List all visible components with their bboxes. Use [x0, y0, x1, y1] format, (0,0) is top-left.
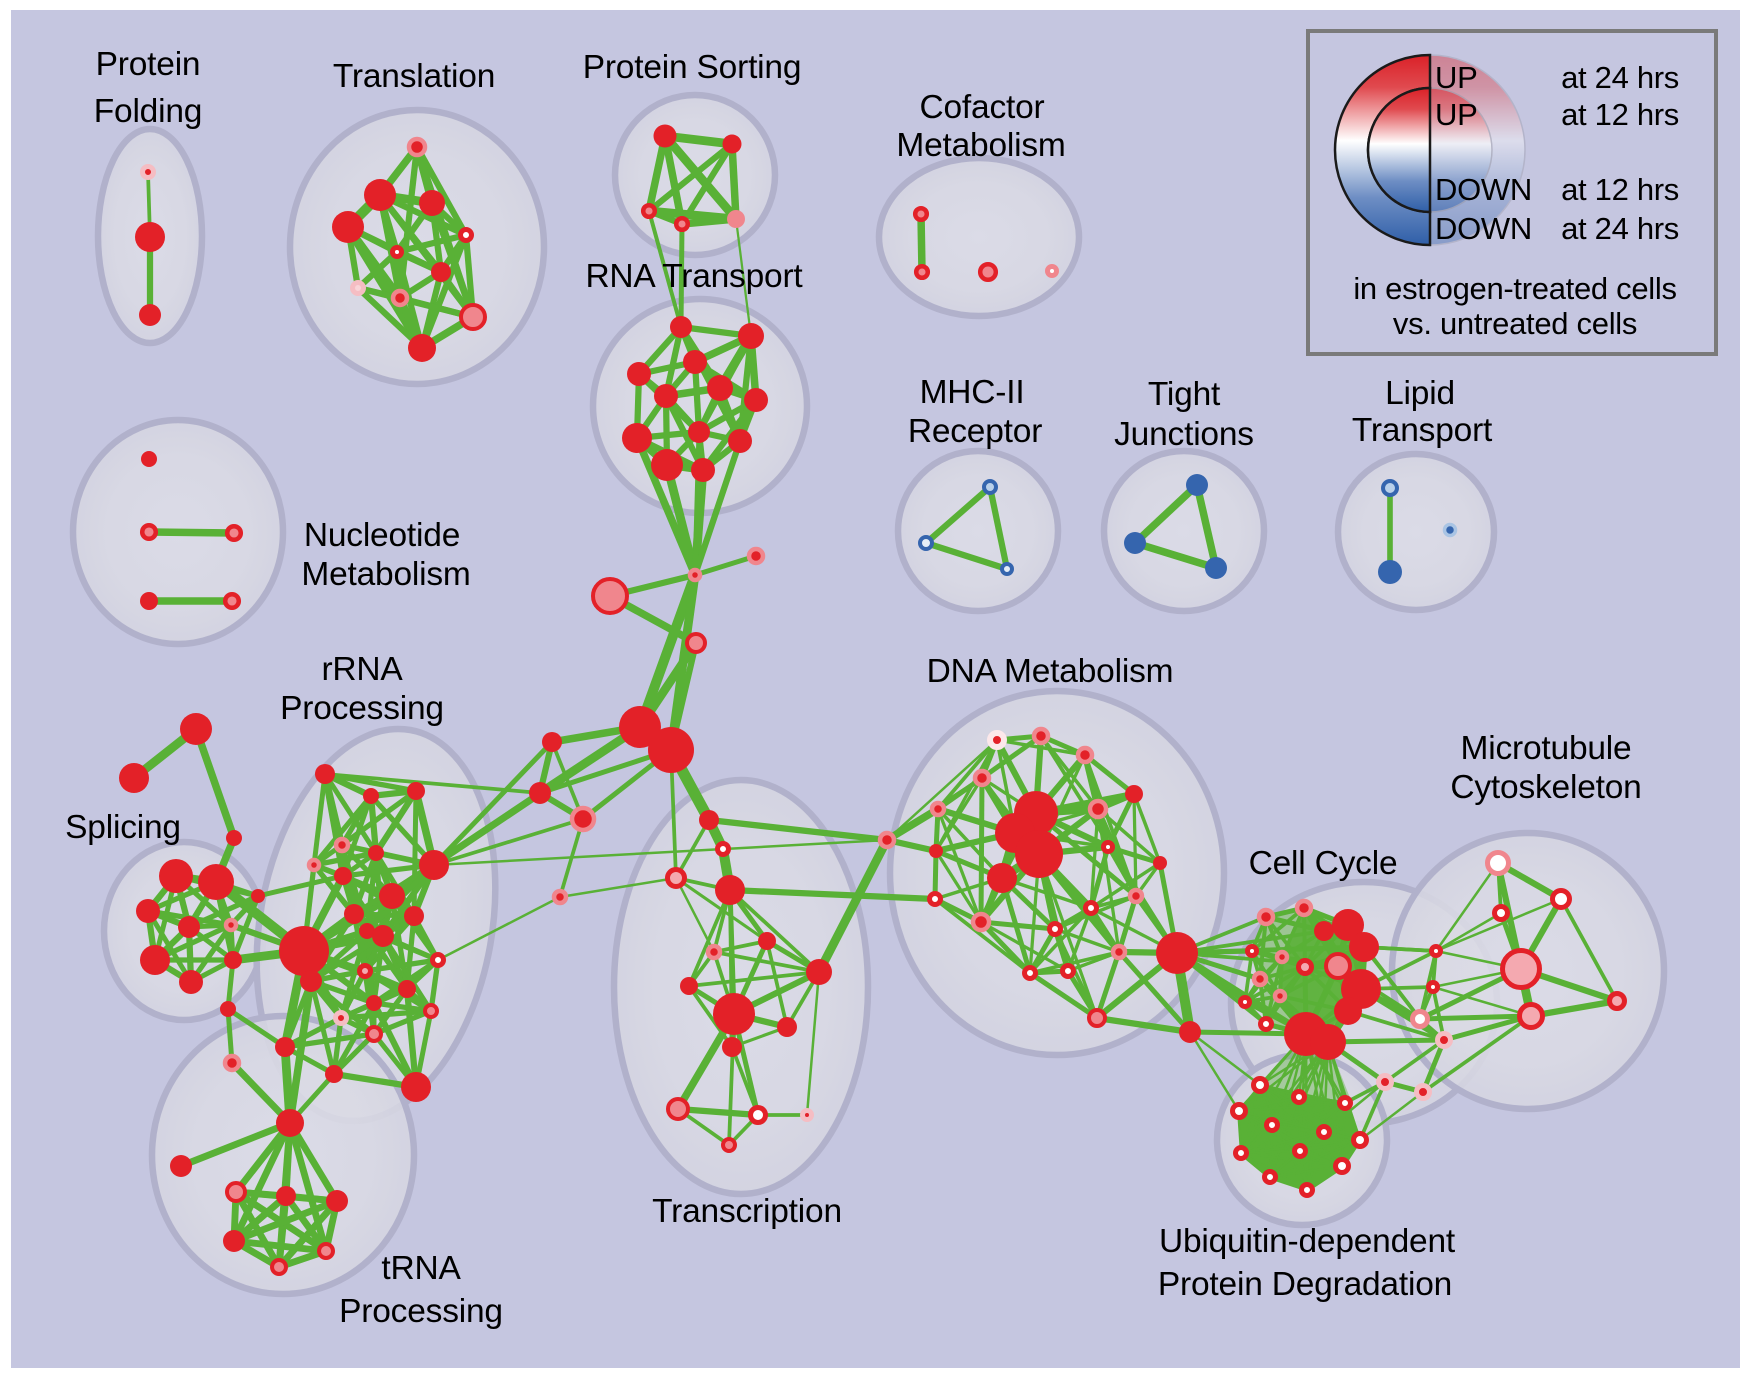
svg-text:rRNA: rRNA — [321, 651, 403, 688]
svg-text:RNA Transport: RNA Transport — [585, 258, 803, 295]
svg-text:in estrogen-treated cells: in estrogen-treated cells — [1353, 271, 1676, 306]
svg-text:UP: UP — [1435, 60, 1477, 95]
svg-text:Transport: Transport — [1352, 412, 1493, 449]
svg-text:Cell Cycle: Cell Cycle — [1249, 845, 1398, 882]
svg-text:at 12 hrs: at 12 hrs — [1561, 97, 1679, 132]
svg-text:Folding: Folding — [94, 93, 202, 130]
svg-text:MHC-II: MHC-II — [920, 374, 1025, 411]
svg-text:Receptor: Receptor — [908, 413, 1042, 450]
svg-text:Translation: Translation — [333, 58, 495, 95]
svg-text:Cofactor: Cofactor — [919, 89, 1044, 126]
svg-text:Nucleotide: Nucleotide — [304, 517, 460, 554]
svg-text:Cytoskeleton: Cytoskeleton — [1450, 769, 1641, 806]
svg-text:Protein Degradation: Protein Degradation — [1158, 1266, 1452, 1303]
svg-text:Lipid: Lipid — [1385, 375, 1455, 412]
svg-text:Ubiquitin-dependent: Ubiquitin-dependent — [1159, 1223, 1456, 1260]
svg-text:at 24 hrs: at 24 hrs — [1561, 60, 1679, 95]
svg-text:Splicing: Splicing — [65, 809, 181, 846]
svg-text:Microtubule: Microtubule — [1461, 730, 1632, 767]
svg-text:DNA Metabolism: DNA Metabolism — [927, 653, 1174, 690]
svg-text:vs. untreated cells: vs. untreated cells — [1393, 306, 1637, 341]
svg-text:tRNA: tRNA — [381, 1250, 461, 1287]
svg-text:Metabolism: Metabolism — [301, 556, 470, 593]
svg-text:UP: UP — [1435, 97, 1477, 132]
svg-text:at 12 hrs: at 12 hrs — [1561, 172, 1679, 207]
svg-text:Metabolism: Metabolism — [896, 127, 1065, 164]
svg-text:at 24 hrs: at 24 hrs — [1561, 211, 1679, 246]
svg-text:DOWN: DOWN — [1435, 211, 1532, 246]
svg-text:Processing: Processing — [280, 690, 444, 727]
svg-text:Transcription: Transcription — [652, 1193, 842, 1230]
svg-text:Protein: Protein — [96, 46, 201, 83]
svg-text:DOWN: DOWN — [1435, 172, 1532, 207]
svg-text:Processing: Processing — [339, 1293, 503, 1330]
svg-text:Protein Sorting: Protein Sorting — [583, 49, 802, 86]
svg-text:Tight: Tight — [1148, 376, 1221, 413]
svg-text:Junctions: Junctions — [1114, 416, 1254, 453]
